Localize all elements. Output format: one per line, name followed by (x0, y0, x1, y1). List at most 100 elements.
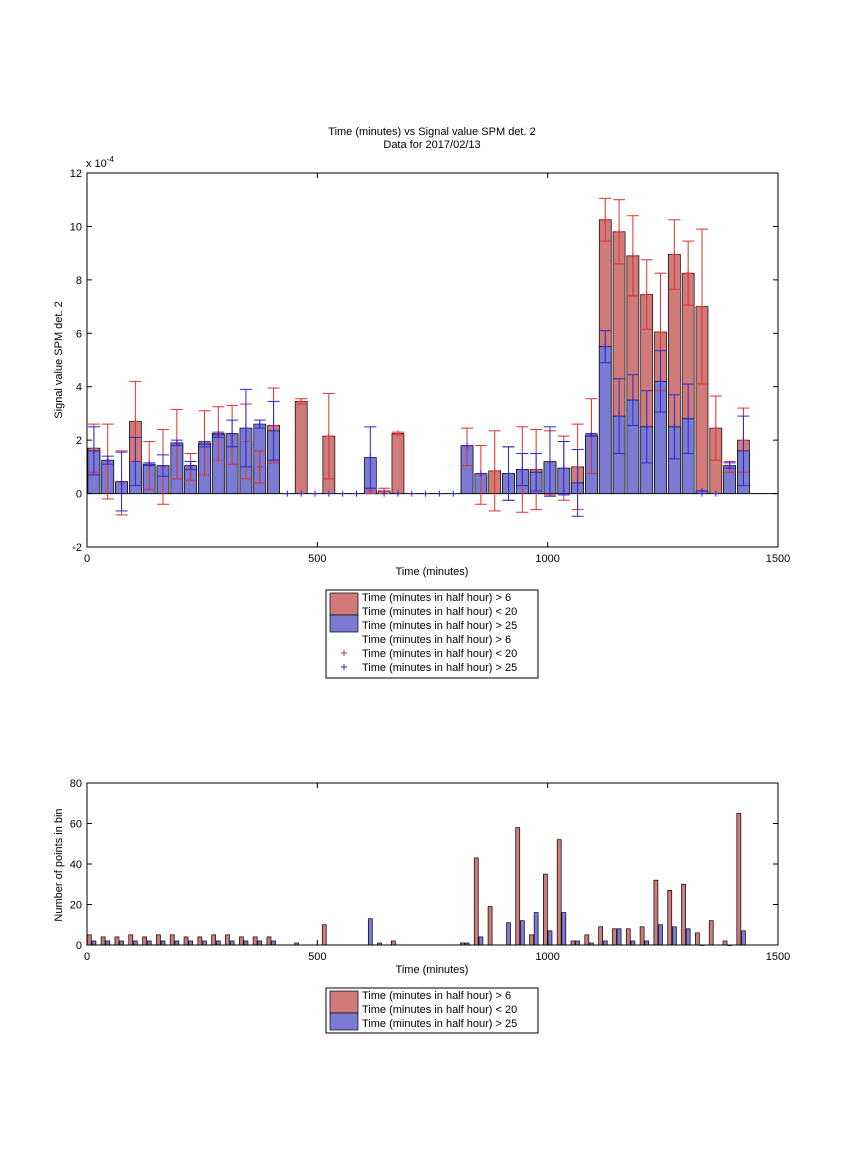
blue-bar (598, 346, 612, 494)
blue-bar (547, 930, 553, 946)
blue-bar (174, 940, 180, 946)
y-tick-label: 0 (76, 489, 82, 501)
blue-bar (602, 940, 608, 946)
red-bar (211, 934, 217, 946)
blue-bar (91, 940, 97, 946)
red-bar (708, 920, 714, 946)
blue-bar (616, 928, 622, 946)
y-tick-label: 20 (70, 900, 82, 912)
signal-plot-area (87, 197, 778, 517)
red-bar (86, 934, 92, 946)
signal-legend: Time (minutes in half hour) > 6 Time (min… (325, 589, 539, 679)
blue-bar (105, 940, 111, 946)
blue-bar (533, 912, 539, 946)
blue-bar (519, 920, 525, 946)
red-bar (667, 889, 673, 946)
red-bar (722, 940, 728, 946)
blue-bar (506, 922, 511, 946)
blue-bar (741, 930, 746, 946)
red-bar (294, 401, 308, 494)
red-bar (169, 934, 175, 946)
count-axes-box (86, 782, 779, 946)
x-axis-label: Time (minutes) (396, 964, 469, 976)
legend-blue-swatch (329, 614, 359, 633)
y-tick-label: 12 (70, 168, 82, 180)
y-tick-label: 2 (76, 435, 82, 447)
red-bar (142, 936, 147, 946)
x-tick-label: 500 (308, 951, 326, 963)
red-bar (598, 926, 603, 946)
y-exponent-power: -4 (107, 155, 115, 164)
red-bar (736, 813, 742, 946)
legend-entry: Time (minutes in half hour) > 25 (362, 662, 517, 674)
red-bar (570, 940, 576, 946)
blue-bar (257, 940, 263, 946)
legend-entry: Time (minutes in half hour) > 25 (362, 620, 517, 632)
red-bar (625, 928, 631, 946)
blue-bar (229, 940, 235, 946)
y-tick-label: 6 (76, 328, 82, 340)
signal-axes-box (86, 172, 779, 548)
red-bar (156, 934, 161, 946)
red-bar (197, 936, 203, 946)
legend-entry: Time (minutes in half hour) > 25 (362, 1018, 517, 1030)
blue-bar (119, 940, 124, 946)
y-tick-label: 10 (70, 221, 82, 233)
x-axis-label: Time (minutes) (396, 566, 469, 578)
count-legend: Time (minutes in half hour) > 6 Time (min… (325, 987, 539, 1034)
legend-entry: Time (minutes in half hour) < 20 (362, 606, 517, 618)
red-bar (128, 934, 134, 946)
red-bar (114, 936, 120, 946)
legend-blue-swatch (329, 1012, 359, 1031)
x-tick-label: 500 (308, 553, 326, 565)
blue-bar (133, 940, 138, 946)
blue-bar (478, 936, 484, 946)
red-bar (543, 873, 548, 946)
x-tick-label: 1500 (766, 553, 790, 565)
red-bar (515, 827, 521, 946)
blue-bar (658, 924, 663, 946)
blue-bar (271, 940, 276, 946)
legend-red-swatch (329, 592, 359, 616)
legend-box (325, 589, 539, 679)
chart-title: Time (minutes) vs Signal value SPM det. … (328, 126, 535, 138)
red-bar (225, 934, 230, 946)
blue-bar (188, 940, 193, 946)
red-bar (266, 936, 272, 946)
red-bar (584, 934, 590, 946)
red-bar (529, 934, 534, 946)
blue-bar (575, 940, 580, 946)
y-tick-label: 40 (70, 859, 82, 871)
y-tick-label: -2 (72, 542, 82, 554)
red-bar (100, 936, 106, 946)
blue-bar (685, 928, 691, 946)
red-bar (612, 928, 617, 946)
red-bar (238, 936, 244, 946)
blue-bar (671, 926, 677, 946)
y-exponent-base: x 10 (86, 158, 107, 170)
red-bar (390, 940, 396, 946)
red-bar (681, 883, 686, 946)
red-bar (252, 936, 258, 946)
x-tick-label: 1000 (535, 951, 559, 963)
legend-entry: Time (minutes in half hour) < 20 (362, 1004, 517, 1016)
red-bar (473, 857, 479, 946)
blue-bar (367, 918, 373, 946)
chart-subtitle: Data for 2017/02/13 (383, 139, 480, 151)
signal-chart: Time (minutes) vs Signal value SPM det. … (53, 126, 790, 679)
red-bar (183, 936, 189, 946)
legend-box (325, 987, 539, 1034)
x-tick-label: 0 (84, 553, 90, 565)
legend-entry: Time (minutes in half hour) > 6 (362, 592, 511, 604)
y-exponent-label: x 10-4 (86, 155, 114, 170)
x-tick-label: 0 (84, 951, 90, 963)
red-bar (653, 879, 659, 946)
y-axis-label: Number of points in bin (53, 808, 65, 921)
legend-entry: Time (minutes in half hour) > 6 (362, 990, 511, 1002)
blue-bar (243, 940, 249, 946)
red-bar (391, 433, 405, 494)
red-bar (487, 906, 493, 946)
x-tick-label: 1000 (535, 553, 559, 565)
